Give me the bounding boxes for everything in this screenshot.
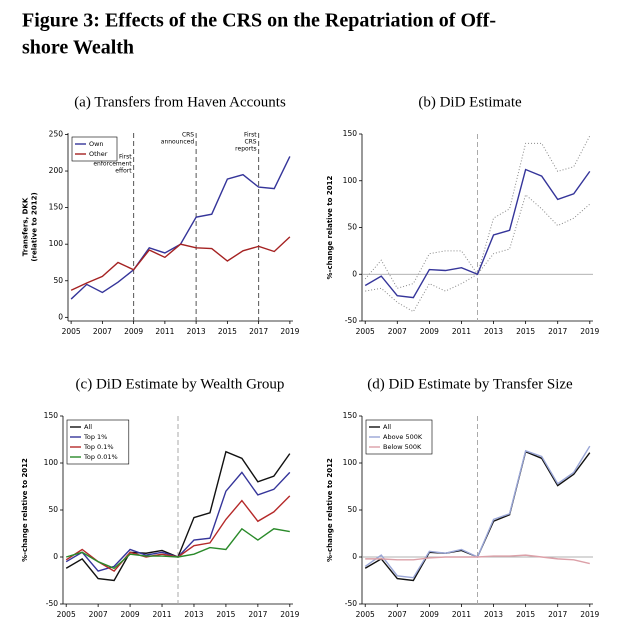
annotation: announced	[161, 139, 195, 146]
x-tick-label: 2011	[452, 610, 471, 619]
annotation: CRS	[244, 139, 256, 146]
x-tick-label: 2013	[484, 610, 503, 619]
x-tick-label: 2011	[152, 610, 171, 619]
legend-box	[71, 136, 118, 162]
x-tick-label: 2009	[420, 327, 439, 336]
x-tick-label: 2019	[280, 610, 299, 619]
figure-title: Figure 3: Effects of the CRS on the Repa…	[22, 10, 496, 32]
y-tick-label: -50	[345, 316, 357, 325]
subtitle: (d) DiD Estimate by Transfer Size	[367, 376, 573, 392]
x-tick-label: 2013	[184, 610, 203, 619]
x-tick-label: 2017	[249, 327, 268, 336]
y-tick-label: 50	[347, 505, 357, 514]
y-tick-label: 0	[352, 552, 357, 561]
legend-label: Top 0.1%	[83, 443, 114, 451]
legend-label: Above 500K	[383, 433, 423, 441]
x-tick-label: 2017	[248, 610, 267, 619]
y-tick-label: 200	[49, 166, 64, 175]
annotation: First	[244, 132, 257, 139]
x-tick-label: 2005	[62, 327, 81, 336]
legend-label: Below 500K	[383, 443, 422, 451]
y-tick-label: 100	[343, 176, 358, 185]
y-axis-label: %-change relative to 2012	[21, 458, 29, 562]
annotation: CRS	[182, 132, 194, 139]
y-axis-label: %-change relative to 2012	[326, 175, 334, 279]
series-line	[70, 156, 291, 300]
y-tick-label: 0	[58, 312, 63, 321]
y-tick-label: 50	[48, 505, 58, 514]
x-tick-label: 2017	[548, 610, 567, 619]
y-tick-label: 150	[49, 203, 64, 212]
x-tick-label: 2015	[216, 610, 235, 619]
x-tick-label: 2013	[484, 327, 503, 336]
y-tick-label: 0	[352, 269, 357, 278]
legend-label: All	[383, 423, 391, 431]
y-axis-label: (relative to 2012)	[31, 192, 39, 261]
x-tick-label: 2011	[155, 327, 174, 336]
x-tick-label: 2007	[388, 327, 407, 336]
y-tick-label: 100	[343, 458, 358, 467]
x-tick-label: 2007	[93, 327, 112, 336]
figure-title: shore Wealth	[22, 37, 134, 59]
y-tick-label: -50	[46, 599, 58, 608]
annotation: effort	[115, 168, 132, 175]
x-tick-label: 2011	[452, 327, 471, 336]
subtitle: (c) DiD Estimate by Wealth Group	[76, 376, 285, 392]
x-tick-label: 2015	[218, 327, 237, 336]
x-tick-label: 2019	[580, 610, 599, 619]
annotation: reports	[235, 146, 256, 153]
y-tick-label: 50	[53, 276, 63, 285]
subtitle: (b) DiD Estimate	[418, 94, 522, 110]
x-tick-label: 2015	[516, 327, 535, 336]
series-line	[365, 554, 590, 565]
x-tick-label: 2007	[89, 610, 108, 619]
annotation: enforcement	[93, 161, 132, 168]
x-tick-label: 2013	[187, 327, 206, 336]
y-tick-label: 100	[49, 239, 64, 248]
series-line	[65, 527, 290, 570]
x-tick-label: 2009	[420, 610, 439, 619]
y-tick-label: 100	[44, 458, 59, 467]
legend-label: Own	[89, 140, 104, 148]
y-axis-label: %-change relative to 2012	[326, 458, 334, 562]
legend-label: Top 0.01%	[83, 453, 118, 461]
legend-label: Top 1%	[83, 433, 107, 441]
y-tick-label: 50	[347, 223, 357, 232]
y-tick-label: 250	[49, 129, 64, 138]
x-tick-label: 2009	[124, 327, 143, 336]
legend-box	[365, 419, 433, 455]
y-tick-label: 150	[343, 411, 358, 420]
y-tick-label: 150	[44, 411, 59, 420]
series-line	[364, 168, 591, 299]
x-tick-label: 2015	[516, 610, 535, 619]
x-tick-label: 2007	[388, 610, 407, 619]
x-tick-label: 2005	[356, 327, 375, 336]
series-line	[70, 236, 291, 291]
x-tick-label: 2005	[356, 610, 375, 619]
x-tick-label: 2009	[121, 610, 140, 619]
legend-label: All	[84, 423, 92, 431]
y-tick-label: -50	[345, 599, 357, 608]
x-tick-label: 2019	[280, 327, 299, 336]
y-tick-label: 0	[53, 552, 58, 561]
y-axis-label: Transfers, DKK	[22, 197, 30, 256]
x-tick-label: 2005	[57, 610, 76, 619]
x-tick-label: 2019	[580, 327, 599, 336]
x-tick-label: 2017	[548, 327, 567, 336]
y-tick-label: 150	[343, 129, 358, 138]
subtitle: (a) Transfers from Haven Accounts	[74, 94, 286, 110]
annotation: First	[119, 154, 132, 161]
legend-label: Other	[89, 150, 108, 158]
